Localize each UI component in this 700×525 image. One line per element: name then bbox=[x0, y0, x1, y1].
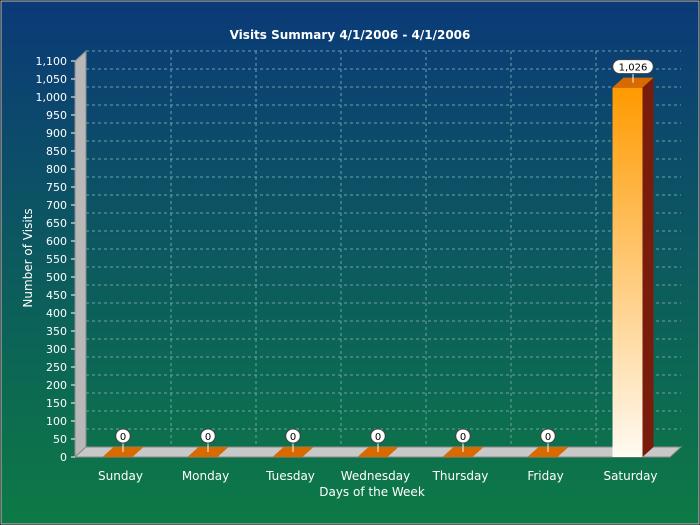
y-tick-label: 400 bbox=[46, 307, 67, 320]
y-tick-label: 750 bbox=[46, 181, 67, 194]
y-tick-label: 300 bbox=[46, 343, 67, 356]
y-tick-label: 1,100 bbox=[36, 55, 68, 68]
data-label: 0 bbox=[460, 432, 466, 443]
y-tick-label: 450 bbox=[46, 289, 67, 302]
x-tick-label: Monday bbox=[182, 469, 229, 483]
y-tick-label: 200 bbox=[46, 379, 67, 392]
y-tick-label: 100 bbox=[46, 415, 67, 428]
y-tick-label: 700 bbox=[46, 199, 67, 212]
chart-title: Visits Summary 4/1/2006 - 4/1/2006 bbox=[230, 28, 471, 42]
y-tick-label: 550 bbox=[46, 253, 67, 266]
y-tick-label: 500 bbox=[46, 271, 67, 284]
data-label: 1,026 bbox=[619, 63, 648, 74]
data-label-bubble bbox=[200, 428, 216, 444]
bar-front bbox=[612, 87, 643, 457]
y-tick-label: 950 bbox=[46, 109, 67, 122]
y-tick-label: 350 bbox=[46, 325, 67, 338]
y-tick-label: 850 bbox=[46, 145, 67, 158]
y-tick-label: 50 bbox=[53, 433, 67, 446]
x-tick-label: Tuesday bbox=[265, 469, 315, 483]
y-axis-wall bbox=[74, 49, 87, 459]
data-label-bubble bbox=[285, 428, 301, 444]
y-tick-label: 0 bbox=[60, 451, 67, 464]
data-label-bubble bbox=[455, 428, 471, 444]
data-label-bubble bbox=[540, 428, 556, 444]
data-label: 0 bbox=[120, 432, 126, 443]
data-label-bubble bbox=[370, 428, 386, 444]
y-tick-label: 1,000 bbox=[36, 91, 68, 104]
data-label: 0 bbox=[375, 432, 381, 443]
y-axis-label: Number of Visits bbox=[21, 208, 35, 307]
y-tick-label: 800 bbox=[46, 163, 67, 176]
y-tick-label: 650 bbox=[46, 217, 67, 230]
x-axis-label: Days of the Week bbox=[319, 485, 425, 499]
data-label: 0 bbox=[290, 432, 296, 443]
y-tick-label: 1,050 bbox=[36, 73, 68, 86]
data-label-bubble bbox=[115, 428, 131, 444]
data-label: 0 bbox=[545, 432, 551, 443]
x-tick-label: Sunday bbox=[98, 469, 143, 483]
data-label: 0 bbox=[205, 432, 211, 443]
x-tick-label: Friday bbox=[527, 469, 563, 483]
y-tick-label: 150 bbox=[46, 397, 67, 410]
bar-side bbox=[642, 77, 654, 457]
y-tick-label: 600 bbox=[46, 235, 67, 248]
x-tick-label: Wednesday bbox=[341, 469, 410, 483]
y-tick-label: 900 bbox=[46, 127, 67, 140]
data-label-bubble bbox=[612, 59, 654, 75]
y-tick-label: 250 bbox=[46, 361, 67, 374]
x-tick-label: Saturday bbox=[603, 469, 657, 483]
x-tick-label: Thursday bbox=[432, 469, 489, 483]
